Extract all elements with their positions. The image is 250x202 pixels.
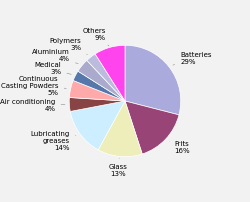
Text: Glass
13%: Glass 13% [109, 158, 128, 177]
Wedge shape [69, 80, 125, 101]
Wedge shape [125, 45, 181, 115]
Text: Lubricating
greases
14%: Lubricating greases 14% [31, 131, 76, 151]
Wedge shape [70, 101, 125, 150]
Text: Medical
3%: Medical 3% [35, 62, 71, 75]
Wedge shape [87, 54, 125, 101]
Wedge shape [125, 101, 179, 154]
Wedge shape [95, 45, 125, 101]
Wedge shape [73, 71, 125, 101]
Wedge shape [98, 101, 142, 157]
Wedge shape [69, 98, 125, 112]
Text: Batteries
29%: Batteries 29% [173, 52, 212, 65]
Text: Air conditioning
4%: Air conditioning 4% [0, 99, 65, 112]
Text: Frits
16%: Frits 16% [169, 141, 190, 154]
Text: Polymers
3%: Polymers 3% [50, 38, 87, 55]
Wedge shape [78, 60, 125, 101]
Text: Continuous
Casting Powders
5%: Continuous Casting Powders 5% [1, 76, 66, 96]
Text: Aluminium
4%: Aluminium 4% [32, 49, 78, 64]
Text: Others
9%: Others 9% [82, 28, 109, 46]
